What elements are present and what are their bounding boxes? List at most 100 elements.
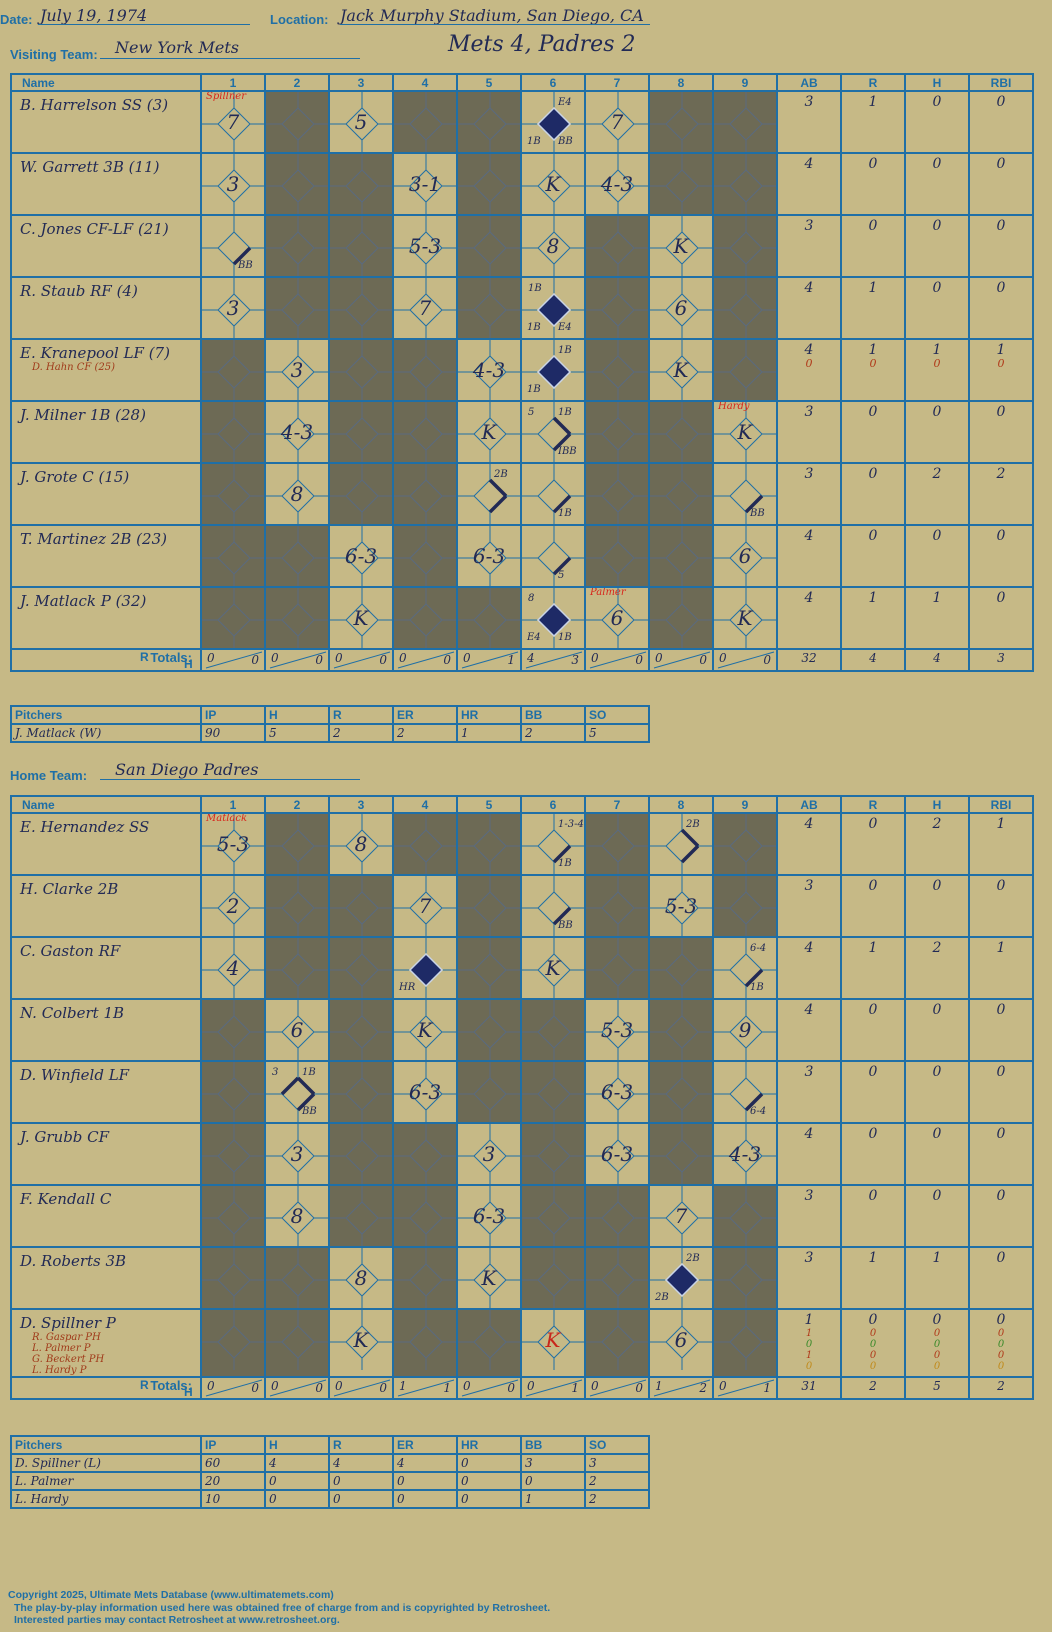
at-bat-cell [584,812,650,876]
batter-row: B. Harrelson SS (3) 7 Spillner 5 E4 1B BB 7 3 1 0 0 [10,90,1034,154]
at-bat-cell [328,1060,394,1124]
substitute-name: R. Gaspar PH [32,1332,101,1343]
pitcher-stat: L. Palmer [10,1471,202,1491]
inning-runs: 0 [335,1379,343,1393]
diamond-icon [459,877,519,935]
at-bat-cell [584,1246,650,1310]
stat-cell: 0 [968,586,1034,650]
stat-value: 0 [996,1002,1006,1018]
at-bat-cell [264,152,330,216]
diamond-icon [267,341,327,399]
sub-stat-value: 0 [869,1339,877,1350]
inning-hits: 0 [379,1381,387,1395]
sub-stat-value: 0 [997,1339,1005,1350]
inning-hits: 0 [315,653,323,667]
at-bat-cell: 8 [328,1246,394,1310]
diamond-icon [203,939,263,997]
at-bat-cell [200,1246,266,1310]
diamond-icon [331,1311,391,1370]
diamond-icon [203,217,263,275]
at-bat-cell: 4-3 [584,152,650,216]
at-bat-cell [392,524,458,588]
stat-value: 1 [868,94,878,110]
sub-stat-value: 0 [933,1328,941,1339]
at-bat-cell: K [456,1246,522,1310]
at-bat-cell: 1B [520,462,586,526]
date-value: July 19, 1974 [40,6,148,25]
at-bat-result: 6 [610,606,624,630]
at-bat-cell: 5-3 [584,998,650,1062]
stat-cell: 0 [904,1060,970,1124]
diamond-icon [459,1125,519,1183]
stat-cell: 3 [776,90,842,154]
at-bat-cell: 4-3 [264,400,330,464]
stat-value: 0 [868,1312,878,1328]
sub-stat-value: 0 [933,1339,941,1350]
base-note: 1B [558,508,572,519]
diamond-icon [523,527,583,585]
batter-name-cell: E. Hernandez SS [10,812,202,876]
stat-cell: 3 [776,462,842,526]
stat-value: 0 [868,528,878,544]
stat-value: 0 [996,1126,1006,1142]
at-bat-cell [456,276,522,340]
col-header: 7 [584,795,650,814]
batter-name: R. Staub RF (4) [20,282,138,300]
at-bat-cell [200,462,266,526]
diamond-icon [523,155,583,213]
diamond-icon [587,939,647,997]
diamond-icon [715,1001,775,1059]
diamond-icon [651,279,711,337]
stat-total: 2 [997,1379,1005,1393]
at-bat-cell [584,1184,650,1248]
at-bat-cell [648,1060,714,1124]
diamond-icon [587,1063,647,1121]
pitcher-col-header: HR [456,1435,522,1455]
stat-cell: 1 [840,1246,906,1310]
col-header: 5 [456,73,522,92]
base-note: E4 [558,97,572,108]
inning-hits: 0 [507,1381,515,1395]
stat-value: 0 [996,156,1006,172]
diamond-icon [523,1249,583,1307]
stat-value: 3 [804,1188,814,1204]
base-note: 1B [302,1067,316,1078]
batter-row: D. Winfield LF 3 1B BB 6-3 6-3 6-4 3 0 0 0 [10,1060,1034,1124]
base-note: 2B [686,1253,700,1264]
base-note: BB [750,508,765,519]
diamond-icon [395,279,455,337]
at-bat-cell [200,524,266,588]
diamond-icon [715,465,775,523]
pitcher-row: J. Matlack (W) 90 5 2 2 1 2 5 [10,723,650,743]
stat-cell: 0 [904,1184,970,1248]
stat-value: 3 [804,218,814,234]
at-bat-result: K [737,606,753,630]
at-bat-cell [392,1246,458,1310]
diamond-icon [523,1001,583,1059]
diamond-icon [331,1063,391,1121]
diamond-icon [651,465,711,523]
stat-cell: 2 [904,936,970,1000]
stat-value: 0 [932,218,942,234]
stat-total: 32 [801,651,817,665]
stat-value: 0 [932,404,942,420]
diamond-icon [267,1063,327,1121]
stat-cell: 0 [968,524,1034,588]
base-note: E4 [527,632,541,643]
col-header: 5 [456,795,522,814]
batter-name: H. Clarke 2B [20,880,119,898]
diamond-icon [587,1125,647,1183]
at-bat-cell [456,1308,522,1378]
diamond-icon [203,1125,263,1183]
batter-name: B. Harrelson SS (3) [20,96,169,114]
batter-name: C. Gaston RF [20,942,121,960]
stat-value: 1 [996,816,1006,832]
diamond-icon [523,939,583,997]
stat-value: 0 [868,1188,878,1204]
sub-stat-value: 0 [997,1361,1005,1372]
at-bat-result: 3 [226,172,240,196]
pitcher-stat: 0 [328,1471,394,1491]
